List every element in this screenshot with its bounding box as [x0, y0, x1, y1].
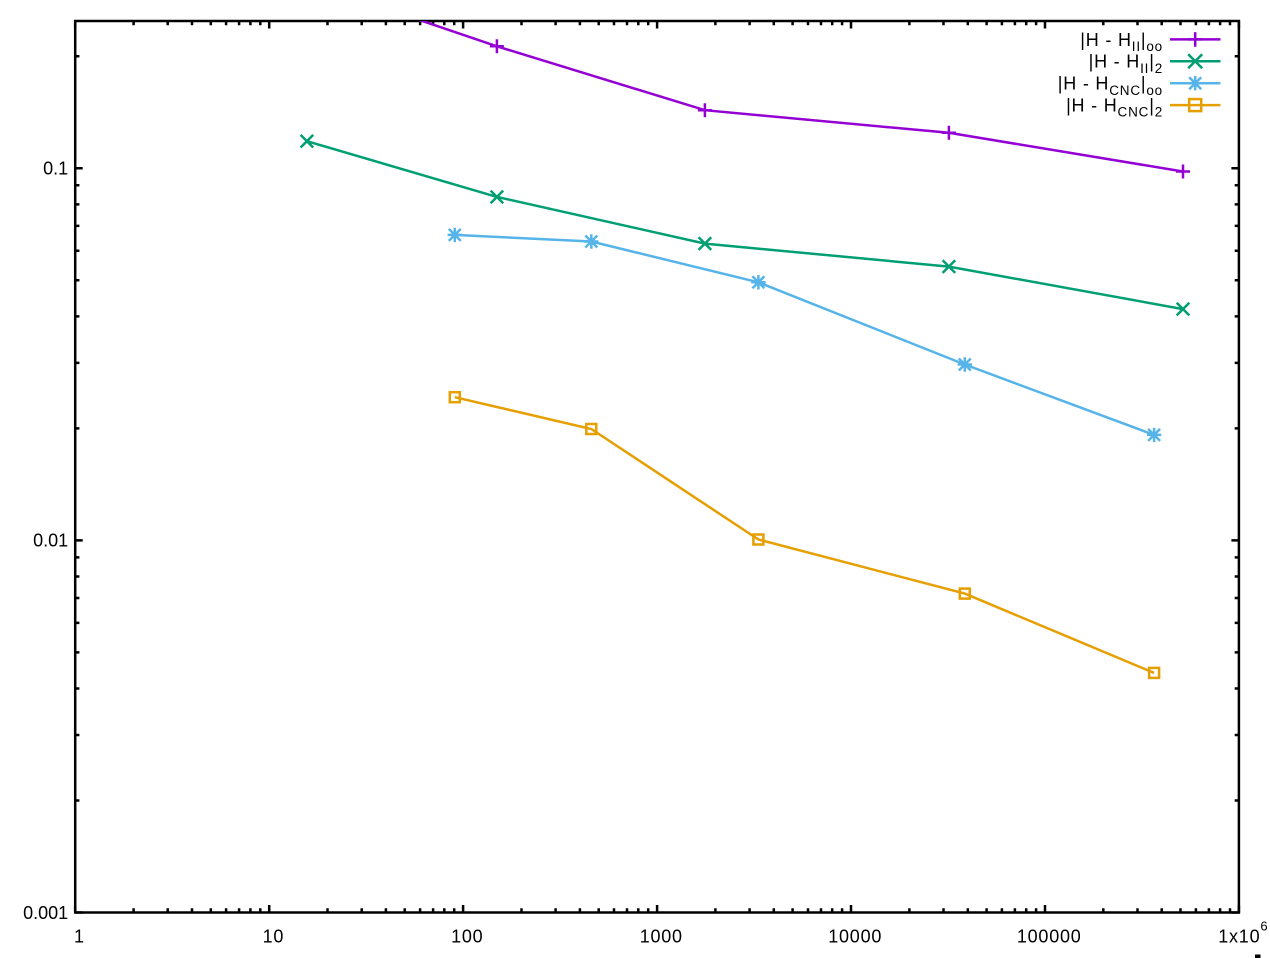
svg-text:0.01: 0.01: [33, 531, 68, 551]
svg-text:1: 1: [74, 927, 85, 947]
svg-text:0.1: 0.1: [43, 159, 68, 179]
svg-text:100000: 100000: [1017, 927, 1082, 947]
svg-text:0.001: 0.001: [23, 903, 68, 923]
svg-text:1000: 1000: [640, 927, 683, 947]
svg-text:100: 100: [451, 927, 483, 947]
svg-text:10: 10: [263, 927, 285, 947]
svg-text:10000: 10000: [828, 927, 882, 947]
